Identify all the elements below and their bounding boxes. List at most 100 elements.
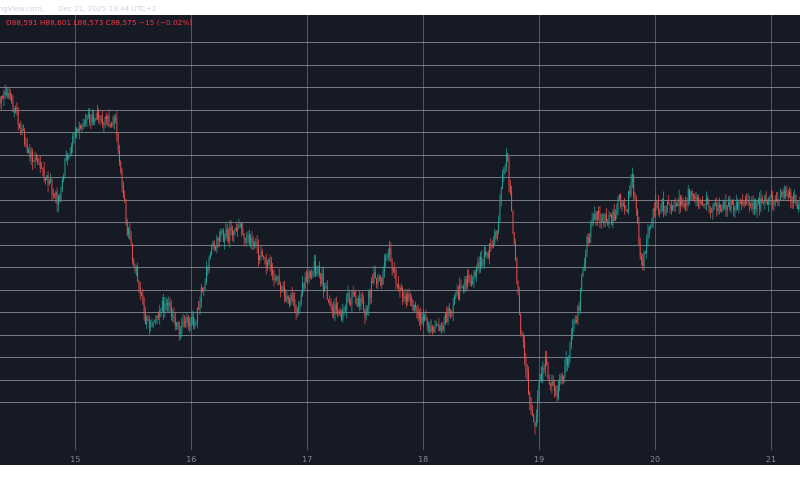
candle-body [790, 191, 792, 201]
candle-body [670, 205, 672, 210]
candle-body [638, 222, 640, 245]
candle-body [628, 191, 629, 212]
candle-body [87, 113, 89, 117]
candle-body [324, 287, 326, 291]
grid [0, 15, 800, 450]
candle-body [267, 262, 268, 267]
candle-body [390, 248, 392, 261]
candle-body [512, 210, 514, 234]
candle-body [86, 116, 88, 120]
x-tick-label: 20 [650, 455, 660, 464]
candle-body [395, 270, 397, 285]
candle-body [42, 167, 44, 169]
candle-body [631, 174, 633, 182]
candle-body [444, 313, 446, 324]
candle-body [81, 126, 83, 129]
candle-body [238, 226, 240, 229]
candle-body [759, 198, 761, 210]
candle-body [130, 238, 132, 245]
candle-body [629, 191, 631, 195]
candle-body [500, 188, 502, 202]
candle-body [25, 144, 27, 146]
candle-body [300, 293, 302, 303]
candle-body [634, 196, 636, 199]
candle-body [6, 92, 7, 95]
candle-body [169, 302, 171, 307]
candle-body [365, 310, 367, 317]
candle-body [242, 228, 244, 235]
candle-body [108, 116, 110, 127]
candle-body [343, 308, 345, 310]
candle-body [699, 202, 701, 204]
candle-body [26, 145, 28, 153]
candle-body [791, 200, 793, 203]
candle-body [274, 278, 276, 280]
candle-body [138, 281, 140, 288]
candle-body [339, 311, 341, 315]
candle-body [74, 133, 76, 136]
candle-body [32, 151, 33, 162]
candle-body [273, 276, 275, 280]
candle-body [186, 316, 188, 323]
candle-body [760, 197, 762, 210]
candle-body [570, 335, 572, 345]
candle-body [220, 231, 222, 238]
candle-body [89, 113, 91, 122]
candle-body [15, 107, 17, 112]
candle-body [480, 256, 481, 269]
candle-body [254, 243, 255, 246]
candle-body [430, 326, 432, 332]
candle-body [99, 118, 101, 120]
candle-body [382, 271, 384, 285]
candle-body [264, 257, 266, 259]
candle-body [647, 232, 649, 240]
candle-body [625, 209, 627, 211]
candle-body [674, 205, 676, 207]
candle-body [335, 304, 337, 310]
candle-body [778, 199, 780, 201]
candle-body [52, 193, 54, 195]
candle-body [787, 195, 789, 198]
candle-body [174, 318, 176, 327]
candle-body [393, 268, 394, 271]
candle-body [318, 266, 320, 274]
candle-body [76, 129, 78, 134]
candle-body [417, 311, 419, 319]
candle-body [433, 329, 435, 332]
candle-body [565, 357, 567, 365]
candle-body [489, 243, 491, 258]
candle-body [154, 321, 155, 323]
candle-body [361, 298, 363, 301]
candle-body [524, 341, 526, 358]
candle-body [217, 237, 219, 241]
candles [0, 84, 800, 435]
candle-body [529, 393, 531, 406]
x-tick-label: 21 [766, 455, 776, 464]
candle-body [195, 322, 197, 324]
candle-body [656, 201, 658, 203]
candle-body [60, 189, 62, 200]
candle-body [620, 194, 622, 207]
candle-body [83, 123, 85, 125]
candle-body [730, 200, 732, 210]
source-label: dingView.com, [0, 4, 44, 13]
candle-body [370, 281, 372, 298]
candle-body [225, 229, 227, 239]
candle-body [143, 303, 145, 315]
candle-body [304, 277, 306, 289]
candle-body [216, 237, 218, 250]
candle-body [268, 259, 270, 263]
candle-body [737, 202, 739, 210]
candle-body [754, 199, 755, 209]
candle-body [194, 323, 196, 327]
candle-body [721, 208, 723, 212]
candle-body [141, 292, 142, 296]
candle-body [747, 199, 749, 202]
candle-body [250, 238, 252, 245]
candle-body [363, 300, 365, 310]
candle-body [725, 201, 727, 211]
candle-body [413, 304, 415, 311]
candle-body [678, 197, 680, 207]
candle-body [633, 174, 635, 197]
candle-body [765, 196, 767, 203]
